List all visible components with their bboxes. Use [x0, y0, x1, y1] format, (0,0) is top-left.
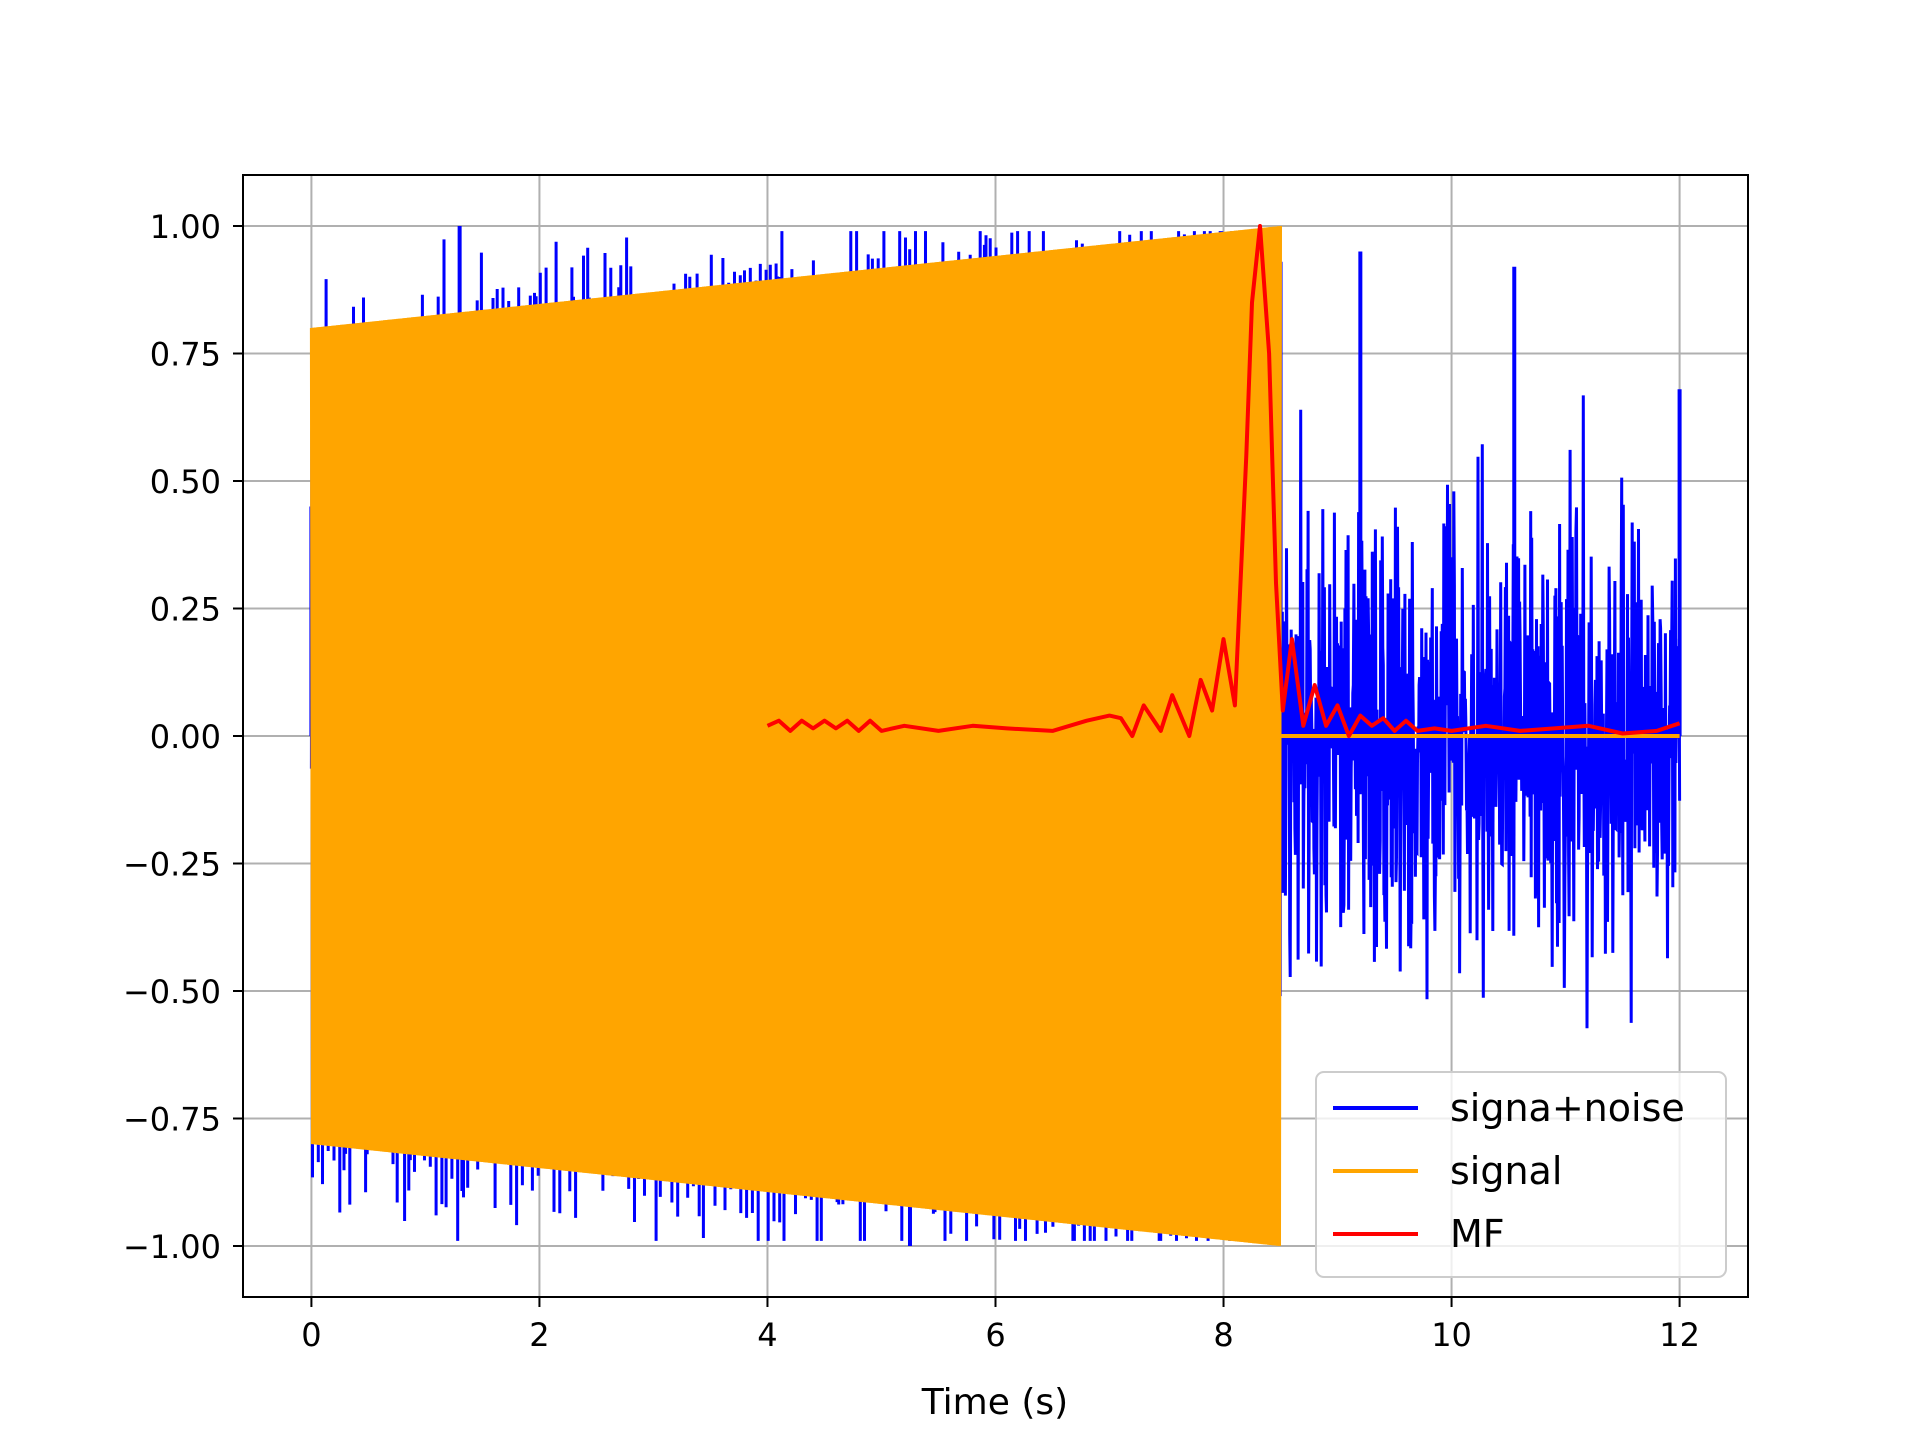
y-tick-label: −0.50 — [123, 973, 221, 1011]
x-tick-label: 12 — [1659, 1316, 1700, 1354]
legend-box — [1315, 1071, 1727, 1278]
y-tick-label: 0.50 — [150, 463, 221, 501]
y-tick-label: 0.25 — [150, 591, 221, 629]
series-signal-line — [309, 225, 1282, 1246]
y-tick-label: 0.00 — [150, 718, 221, 756]
series-layer — [309, 224, 1682, 1246]
legend: signa+noise signal MF — [1315, 1071, 1727, 1278]
y-tick-label: −0.25 — [123, 846, 221, 884]
y-tick-label: −1.00 — [123, 1228, 221, 1266]
x-tick-label: 8 — [1213, 1316, 1233, 1354]
x-axis-ticks: 0 2 4 6 8 10 12 — [301, 1297, 1700, 1354]
x-tick-label: 0 — [301, 1316, 321, 1354]
legend-label-mf: MF — [1450, 1212, 1505, 1256]
x-axis-label: Time (s) — [921, 1382, 1068, 1423]
series-mf-line — [766, 224, 1681, 738]
legend-label-signal: signal — [1450, 1149, 1562, 1193]
legend-label-signa-noise: signa+noise — [1450, 1086, 1685, 1130]
x-tick-label: 10 — [1431, 1316, 1472, 1354]
x-tick-label: 4 — [757, 1316, 777, 1354]
y-tick-label: 1.00 — [150, 208, 221, 246]
x-tick-label: 2 — [529, 1316, 549, 1354]
y-axis-ticks: 1.00 0.75 0.50 0.25 0.00 −0.25 −0.50 −0.75 −1.00 — [123, 208, 243, 1266]
x-tick-label: 6 — [985, 1316, 1005, 1354]
y-tick-label: 0.75 — [150, 336, 221, 374]
y-tick-label: −0.75 — [123, 1101, 221, 1139]
